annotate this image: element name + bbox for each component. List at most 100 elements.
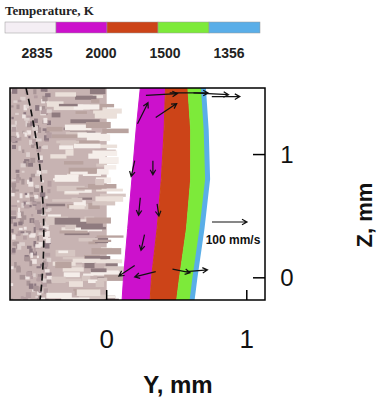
- micrograph-texture: [33, 89, 36, 94]
- micrograph-texture: [69, 168, 97, 174]
- micrograph-texture: [16, 105, 19, 110]
- micrograph-texture: [11, 179, 15, 181]
- micrograph-texture: [11, 137, 15, 142]
- micrograph-texture: [25, 193, 29, 197]
- micrograph-texture: [97, 235, 124, 237]
- micrograph-texture: [35, 296, 38, 298]
- micrograph-texture: [102, 129, 128, 134]
- micrograph-texture: [34, 119, 38, 123]
- micrograph-texture: [27, 116, 32, 118]
- micrograph-texture: [25, 256, 30, 261]
- z-tick-label: 0: [280, 264, 293, 291]
- colorbar-label: 2000: [85, 45, 116, 61]
- micrograph-texture: [13, 222, 17, 226]
- micrograph-texture: [31, 144, 34, 147]
- micrograph-texture: [47, 109, 52, 113]
- micrograph-texture: [15, 121, 17, 125]
- micrograph-texture: [26, 105, 29, 108]
- micrograph-texture: [72, 198, 83, 202]
- colorbar-swatch: [158, 22, 209, 33]
- colorbar-swatch: [209, 22, 260, 33]
- micrograph-texture: [19, 228, 23, 230]
- micrograph-texture: [33, 286, 38, 292]
- micrograph-texture: [93, 240, 112, 242]
- micrograph-texture: [56, 141, 79, 144]
- reference-vector-label: 100 mm/s: [206, 233, 261, 247]
- micrograph-texture: [21, 296, 24, 299]
- micrograph-texture: [42, 146, 45, 148]
- micrograph-texture: [69, 205, 84, 209]
- micrograph-texture: [14, 262, 17, 268]
- micrograph-texture: [34, 248, 36, 253]
- micrograph-texture: [27, 246, 32, 249]
- micrograph-texture: [30, 233, 35, 236]
- micrograph-texture: [96, 281, 105, 287]
- micrograph-texture: [21, 163, 26, 167]
- velocity-vector: [135, 272, 156, 279]
- micrograph-texture: [23, 236, 27, 240]
- micrograph-texture: [104, 165, 116, 170]
- micrograph-texture: [40, 192, 45, 197]
- micrograph-texture: [12, 145, 16, 149]
- figure: Temperature, K28352000150013560101Y, mmZ…: [0, 0, 385, 417]
- micrograph-texture: [17, 266, 20, 272]
- micrograph-texture: [52, 277, 66, 283]
- micrograph-texture: [60, 231, 88, 234]
- micrograph-texture: [17, 212, 21, 218]
- micrograph-texture: [17, 200, 19, 202]
- micrograph-texture: [55, 262, 71, 268]
- micrograph-texture: [50, 154, 66, 158]
- plot-frame: [10, 88, 265, 300]
- micrograph-texture: [38, 160, 43, 162]
- velocity-vector: [156, 104, 177, 118]
- micrograph-texture: [40, 264, 42, 267]
- velocity-vector: [155, 204, 161, 216]
- micrograph-texture: [43, 118, 47, 123]
- micrograph-texture: [46, 132, 51, 138]
- micrograph-texture: [73, 259, 101, 263]
- micrograph-texture: [52, 113, 61, 118]
- micrograph-texture: [12, 127, 16, 132]
- micrograph-texture: [30, 253, 33, 258]
- velocity-vector: [130, 161, 135, 177]
- colorbar-title: Temperature, K: [5, 3, 95, 18]
- micrograph-texture: [46, 209, 50, 212]
- micrograph-texture: [15, 113, 19, 115]
- velocity-vector: [138, 103, 149, 124]
- micrograph-texture: [11, 136, 15, 142]
- micrograph-texture: [46, 127, 62, 132]
- y-axis-title: Y, mm: [143, 371, 212, 398]
- isotherm: [177, 88, 191, 300]
- micrograph-texture: [11, 183, 16, 187]
- micrograph-texture: [45, 93, 50, 97]
- micrograph-texture: [11, 229, 13, 233]
- y-tick: [106, 290, 108, 300]
- velocity-vector: [150, 161, 156, 175]
- micrograph-texture: [30, 218, 35, 223]
- micrograph-texture: [75, 96, 96, 100]
- micrograph-texture: [76, 188, 101, 190]
- micrograph-texture: [95, 196, 123, 201]
- micrograph: [10, 88, 107, 300]
- micrograph-texture: [45, 196, 47, 199]
- micrograph-texture: [33, 201, 37, 205]
- micrograph-texture: [11, 193, 14, 197]
- micrograph-texture: [28, 163, 33, 167]
- micrograph-texture: [29, 284, 34, 289]
- micrograph-texture: [52, 134, 81, 138]
- micrograph-texture: [31, 214, 33, 217]
- isotherm: [192, 88, 208, 300]
- micrograph-texture: [20, 193, 23, 198]
- micrograph-texture: [12, 234, 16, 239]
- micrograph-texture: [46, 279, 51, 283]
- micrograph-texture: [91, 248, 121, 254]
- micrograph-texture: [13, 100, 17, 102]
- micrograph-texture: [11, 210, 16, 215]
- colorbar-swatch: [107, 22, 158, 33]
- micrograph-texture: [45, 269, 50, 272]
- micrograph-texture: [20, 275, 25, 280]
- micrograph-texture: [64, 272, 80, 277]
- fusion-line: [26, 88, 44, 300]
- micrograph-texture: [59, 145, 73, 149]
- micrograph-texture: [34, 95, 38, 98]
